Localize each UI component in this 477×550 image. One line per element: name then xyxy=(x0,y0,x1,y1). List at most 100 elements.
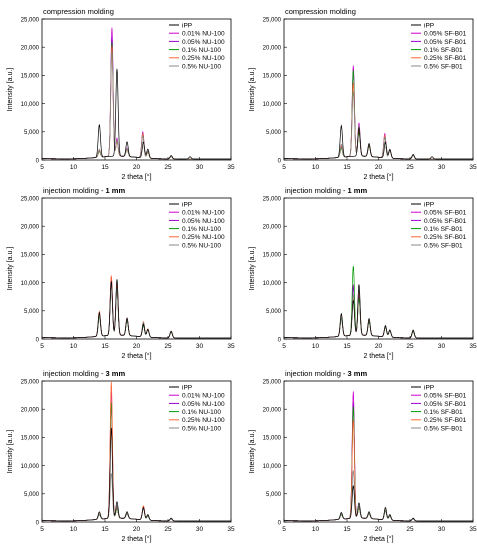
x-tick-label: 20 xyxy=(375,343,383,350)
y-tick-label: 20,000 xyxy=(21,408,40,414)
x-tick-label: 25 xyxy=(406,526,414,533)
x-axis-label: 2 theta [°] xyxy=(121,173,151,181)
x-tick-label: 15 xyxy=(101,526,109,533)
y-tick-label: 10,000 xyxy=(21,281,40,287)
x-tick-label: 5 xyxy=(40,526,44,533)
series-line-1 xyxy=(284,284,473,339)
series-line-4 xyxy=(284,265,473,339)
legend-entry: 0.5% SF-B01 xyxy=(424,425,463,432)
x-tick-label: 5 xyxy=(282,343,286,350)
y-tick-label: 10,000 xyxy=(21,464,40,470)
x-tick-label: 35 xyxy=(469,526,477,533)
x-tick-label: 30 xyxy=(196,526,204,533)
legend-entry: 0.1% NU-100 xyxy=(182,409,221,416)
x-tick-label: 5 xyxy=(282,526,286,533)
legend-entry: 0.05% SF-B01 xyxy=(424,39,467,46)
series-line-5 xyxy=(42,275,231,339)
xrd-panel-4: injection molding - 1 mm 5 10 15 20 25 30 35 0 5,… xyxy=(249,186,477,360)
series-line-3 xyxy=(42,279,231,339)
x-tick-label: 35 xyxy=(469,343,477,350)
y-tick-label: 10,000 xyxy=(21,102,40,108)
y-tick-label: 15,000 xyxy=(263,253,282,259)
x-tick-label: 35 xyxy=(227,343,235,350)
x-tick-label: 30 xyxy=(438,526,446,533)
xrd-panel-1: compression molding 5 10 15 20 25 30 35 0 5,000 10… xyxy=(7,7,235,181)
series-line-6 xyxy=(42,285,231,339)
series-line-5 xyxy=(284,291,473,339)
y-axis-label: Intensity [a.u.] xyxy=(249,247,256,291)
x-tick-label: 10 xyxy=(70,343,78,350)
legend-entry: 0.1% NU-100 xyxy=(182,47,221,54)
legend-entry: 0.05% NU-100 xyxy=(182,218,225,225)
x-tick-label: 20 xyxy=(133,164,141,171)
y-tick-label: 5,000 xyxy=(24,309,40,315)
x-tick-label: 10 xyxy=(312,526,320,533)
series-line-1 xyxy=(284,485,473,522)
y-tick-label: 25,000 xyxy=(21,17,40,23)
y-tick-label: 25,000 xyxy=(263,196,282,202)
legend-entry: 0.5% NU-100 xyxy=(182,63,221,70)
series-line-3 xyxy=(284,286,473,339)
y-tick-label: 20,000 xyxy=(263,225,282,231)
panel-title-text: injection molding - xyxy=(285,186,348,195)
legend-entry: 0.01% NU-100 xyxy=(182,393,225,400)
panel-title-text: injection molding - xyxy=(43,369,106,378)
y-axis-label: Intensity [a.u.] xyxy=(7,68,14,112)
x-tick-label: 10 xyxy=(70,164,78,171)
panel-title-text: injection molding - xyxy=(43,186,106,195)
series-line-2 xyxy=(284,284,473,339)
y-axis-label: Intensity [a.u.] xyxy=(249,430,256,474)
y-tick-label: 20,000 xyxy=(263,408,282,414)
x-tick-label: 30 xyxy=(438,164,446,171)
x-tick-label: 30 xyxy=(196,343,204,350)
x-tick-label: 15 xyxy=(343,526,351,533)
panel-title: injection molding - 3 mm xyxy=(43,369,125,378)
series-line-4 xyxy=(284,69,473,160)
y-tick-label: 20,000 xyxy=(263,46,282,52)
panel-title-bold: 3 mm xyxy=(106,369,126,378)
x-tick-label: 15 xyxy=(101,343,109,350)
y-tick-label: 25,000 xyxy=(263,379,282,385)
y-tick-label: 10,000 xyxy=(263,102,282,108)
legend-entry: 0.05% SF-B01 xyxy=(424,218,467,225)
legend-entry: iPP xyxy=(424,22,434,29)
series-line-5 xyxy=(284,419,473,522)
x-tick-label: 25 xyxy=(164,343,172,350)
series-line-6 xyxy=(284,288,473,339)
panel-title-bold: 1 mm xyxy=(348,186,368,195)
series-line-6 xyxy=(284,470,473,522)
y-tick-label: 25,000 xyxy=(21,196,40,202)
legend-entry: 0.05% NU-100 xyxy=(182,401,225,408)
legend-entry: 0.25% SF-B01 xyxy=(424,55,467,62)
y-tick-label: 20,000 xyxy=(21,46,40,52)
series-line-4 xyxy=(42,283,231,339)
y-tick-label: 15,000 xyxy=(21,436,40,442)
xrd-panel-3: injection molding - 1 mm 5 10 15 20 25 30 35 0 5,… xyxy=(7,186,235,360)
legend-entry: 0.25% NU-100 xyxy=(182,234,225,241)
panel-title-bold: 3 mm xyxy=(348,369,368,378)
y-tick-label: 0 xyxy=(278,337,282,343)
y-tick-label: 5,000 xyxy=(266,492,282,498)
y-tick-label: 0 xyxy=(278,158,282,164)
y-axis-label: Intensity [a.u.] xyxy=(7,247,14,291)
x-tick-label: 20 xyxy=(133,526,141,533)
series-line-2 xyxy=(42,276,231,339)
x-tick-label: 15 xyxy=(343,343,351,350)
x-axis-label: 2 theta [°] xyxy=(121,535,151,543)
legend-entry: 0.25% NU-100 xyxy=(182,55,225,62)
x-tick-label: 20 xyxy=(133,343,141,350)
legend-entry: 0.25% SF-B01 xyxy=(424,417,467,424)
x-tick-label: 10 xyxy=(70,526,78,533)
y-tick-label: 20,000 xyxy=(21,225,40,231)
series-line-6 xyxy=(42,473,231,522)
legend-entry: 0.5% NU-100 xyxy=(182,425,221,432)
panel-title: compression molding xyxy=(43,7,114,16)
x-tick-label: 25 xyxy=(406,164,414,171)
xrd-panel-5: injection molding - 3 mm 5 10 15 20 25 30 35 0 5,… xyxy=(7,369,235,543)
x-tick-label: 30 xyxy=(196,164,204,171)
y-tick-label: 5,000 xyxy=(24,492,40,498)
legend-entry: 0.05% SF-B01 xyxy=(424,31,467,38)
y-axis-label: Intensity [a.u.] xyxy=(249,68,256,112)
series-line-1 xyxy=(42,428,231,522)
panel-title-bold: 1 mm xyxy=(106,186,126,195)
